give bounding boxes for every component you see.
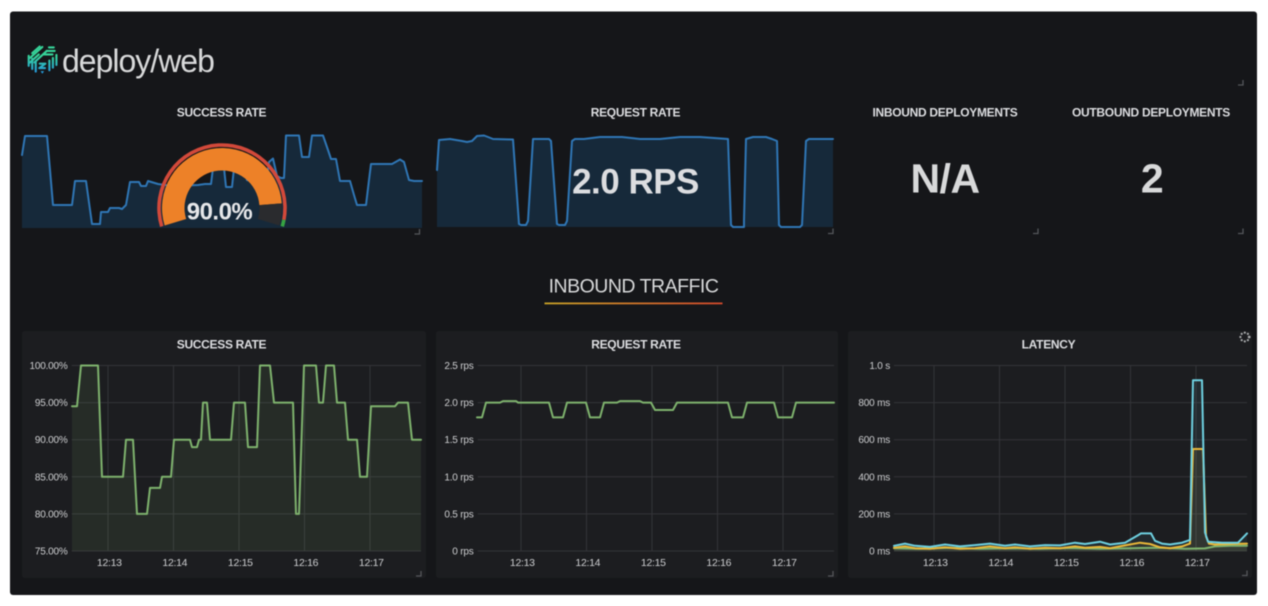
svg-text:100.00%: 100.00% [30, 361, 68, 372]
svg-text:INBOUND TRAFFIC: INBOUND TRAFFIC [549, 276, 719, 298]
svg-text:REQUEST RATE: REQUEST RATE [591, 338, 681, 352]
svg-text:2.0 RPS: 2.0 RPS [572, 163, 699, 202]
svg-text:2.5 rps: 2.5 rps [444, 361, 473, 372]
svg-text:2: 2 [1141, 156, 1163, 202]
svg-text:0 rps: 0 rps [452, 547, 473, 558]
svg-text:95.00%: 95.00% [35, 398, 68, 409]
svg-text:12:13: 12:13 [923, 557, 948, 569]
svg-text:12:14: 12:14 [988, 557, 1013, 569]
svg-text:800 ms: 800 ms [858, 398, 890, 409]
svg-text:1.5 rps: 1.5 rps [444, 435, 473, 446]
svg-text:200 ms: 200 ms [858, 509, 890, 520]
svg-text:SUCCESS RATE: SUCCESS RATE [177, 106, 267, 120]
svg-text:12:16: 12:16 [1119, 557, 1144, 569]
svg-text:90.00%: 90.00% [35, 435, 68, 446]
svg-text:REQUEST RATE: REQUEST RATE [591, 106, 681, 120]
svg-text:85.00%: 85.00% [35, 472, 68, 483]
svg-text:12:17: 12:17 [359, 557, 384, 569]
svg-text:90.0%: 90.0% [187, 199, 253, 226]
svg-text:12:14: 12:14 [575, 557, 600, 569]
svg-text:OUTBOUND DEPLOYMENTS: OUTBOUND DEPLOYMENTS [1072, 106, 1230, 120]
svg-text:deploy/web: deploy/web [62, 43, 214, 79]
svg-text:600 ms: 600 ms [858, 435, 890, 446]
svg-text:12:13: 12:13 [510, 557, 535, 569]
svg-text:LATENCY: LATENCY [1022, 338, 1076, 352]
svg-text:1.0 s: 1.0 s [869, 361, 890, 372]
svg-text:SUCCESS RATE: SUCCESS RATE [177, 338, 267, 352]
svg-text:N/A: N/A [910, 156, 979, 202]
svg-text:80.00%: 80.00% [35, 509, 68, 520]
svg-text:12:14: 12:14 [162, 557, 187, 569]
svg-text:1.0 rps: 1.0 rps [444, 472, 473, 483]
svg-text:12:15: 12:15 [1054, 557, 1079, 569]
svg-text:12:13: 12:13 [97, 557, 122, 569]
svg-text:12:16: 12:16 [706, 557, 731, 569]
svg-text:0.5 rps: 0.5 rps [444, 509, 473, 520]
svg-text:12:16: 12:16 [293, 557, 318, 569]
svg-text:75.00%: 75.00% [35, 547, 68, 558]
svg-text:INBOUND DEPLOYMENTS: INBOUND DEPLOYMENTS [873, 106, 1018, 120]
svg-text:2.0 rps: 2.0 rps [444, 398, 473, 409]
svg-text:12:15: 12:15 [228, 557, 253, 569]
svg-text:0 ms: 0 ms [869, 547, 890, 558]
svg-text:12:17: 12:17 [772, 557, 797, 569]
svg-text:12:17: 12:17 [1185, 557, 1210, 569]
svg-text:12:15: 12:15 [641, 557, 666, 569]
svg-text:400 ms: 400 ms [858, 472, 890, 483]
